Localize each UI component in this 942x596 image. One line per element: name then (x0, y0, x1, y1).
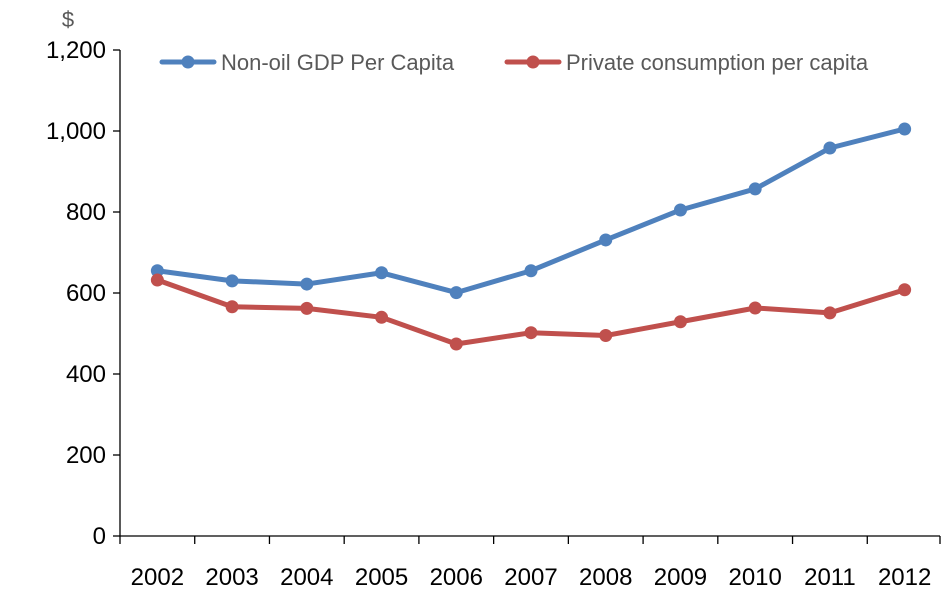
data-point (898, 122, 912, 136)
data-point (673, 315, 687, 329)
x-tick-label: 2004 (280, 564, 333, 591)
x-tick-label: 2005 (355, 564, 408, 591)
x-tick-label: 2002 (131, 564, 184, 591)
y-axis-unit-label: $ (62, 7, 74, 32)
data-point (300, 277, 314, 291)
y-tick-label: 1,000 (46, 118, 106, 145)
legend-item: Non-oil GDP Per Capita (159, 50, 455, 75)
data-point (225, 300, 239, 314)
data-point (823, 141, 837, 155)
x-tick-label: 2011 (804, 564, 856, 591)
y-tick-label: 0 (93, 523, 106, 550)
data-point (599, 233, 613, 247)
legend-label: Non-oil GDP Per Capita (221, 50, 455, 75)
legend-swatch-marker (181, 55, 195, 69)
data-point (898, 283, 912, 297)
x-tick-label: 2012 (878, 564, 931, 591)
legend: Non-oil GDP Per Capita Private consumptio… (159, 50, 869, 75)
legend-item: Private consumption per capita (504, 50, 869, 75)
data-point (300, 301, 314, 315)
data-point (225, 274, 239, 288)
y-tick-label: 600 (66, 280, 106, 307)
data-point (449, 337, 463, 351)
x-tick-label: 2007 (504, 564, 557, 591)
legend-swatch-marker (526, 55, 540, 69)
data-point (524, 326, 538, 340)
data-point (449, 286, 463, 300)
data-point (150, 264, 164, 278)
x-tick-label: 2008 (579, 564, 632, 591)
y-tick-label: 800 (66, 199, 106, 226)
data-point (375, 310, 389, 324)
axes: 0 200 400 600 800 1,000 1,200 2002 2003 2004 2005 2… (46, 37, 941, 591)
data-point (599, 329, 613, 343)
x-tick-label: 2010 (728, 564, 781, 591)
y-tick-label: 1,200 (46, 37, 106, 64)
y-tick-label: 400 (66, 361, 106, 388)
legend-label: Private consumption per capita (566, 50, 869, 75)
series-1 (150, 122, 912, 300)
data-point (375, 266, 389, 280)
series-layer (150, 122, 912, 351)
x-tick-label: 2006 (430, 564, 483, 591)
x-tick-label: 2009 (654, 564, 707, 591)
data-point (748, 182, 762, 196)
data-point (524, 264, 538, 278)
data-point (150, 273, 164, 287)
data-point (823, 306, 837, 320)
series-2 (150, 273, 912, 351)
data-point (673, 203, 687, 217)
data-point (748, 301, 762, 315)
y-tick-label: 200 (66, 442, 106, 469)
x-tick-label: 2003 (205, 564, 258, 591)
